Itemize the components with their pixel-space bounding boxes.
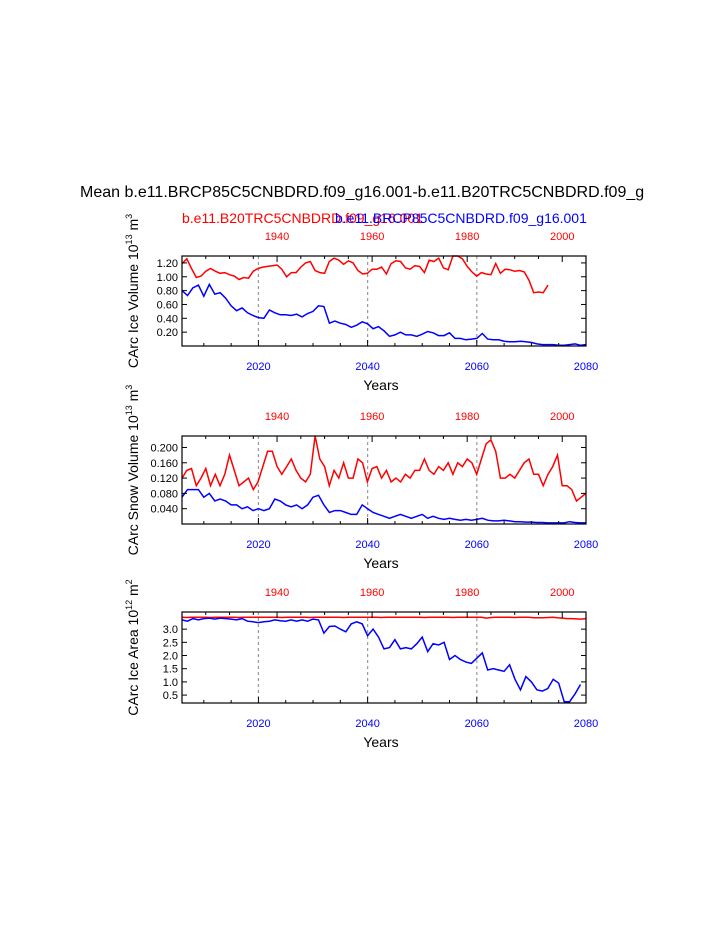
y-axis-title: CArc Ice Area 1012 m2: [124, 579, 141, 715]
y-tick-label: 0.160: [150, 458, 178, 470]
series-line-historical: [181, 616, 587, 620]
x-tick-label-bottom: 2060: [465, 361, 489, 373]
panel-1: 0.20 0.40 0.600.80 1.00 1.20 2020 2040 2060 2080…: [124, 214, 598, 393]
x-tick-label-bottom: 2040: [355, 361, 379, 373]
panel-2: 0.040 0.080 0.120 0.160 0.200 2020 2040 2060 208…: [124, 385, 598, 571]
y-axis-title: CArc Ice Volume 1013 m3: [124, 214, 141, 368]
y-tick-label: 0.200: [150, 442, 178, 454]
series-line-future: [181, 488, 586, 524]
x-tick-label-top: 1960: [360, 587, 384, 599]
y-axis-title-part: CArc Snow Volume 10: [125, 415, 141, 555]
panel-3: 0.51.01.52.0 2.53.0 2020 2040 2060 2080 1940 19…: [124, 579, 598, 750]
y-tick-label: 0.120: [150, 473, 178, 485]
y-axis-title-part: 13: [124, 405, 134, 415]
x-tick-label-top: 1940: [265, 411, 289, 423]
y-tick-label: 0.60: [157, 299, 178, 311]
x-tick-label-top: 1960: [360, 411, 384, 423]
series-line-future: [181, 282, 587, 347]
y-axis-title-part: CArc Ice Volume 10: [125, 244, 141, 368]
y-tick-label: 0.080: [150, 488, 178, 500]
y-tick-label: 2.5: [163, 637, 178, 649]
y-tick-label: 0.80: [157, 286, 178, 298]
x-tick-label-bottom: 2020: [246, 539, 270, 551]
x-tick-label-top: 2000: [550, 587, 574, 599]
plot-frame: [181, 255, 587, 347]
y-axis-title-part: 2: [124, 579, 134, 584]
x-axis-title: Years: [363, 377, 398, 393]
x-tick-label-bottom: 2020: [246, 361, 270, 373]
subtitle-historical: b.e11.B20TRC5CNBDRD.f09_g16.001: [182, 210, 423, 226]
y-axis-title: CArc Snow Volume 1013 m3: [124, 385, 141, 556]
y-tick-label: 0.20: [157, 327, 178, 339]
plot-frame: [181, 611, 587, 704]
x-tick-label-top: 1960: [360, 231, 384, 243]
x-axis-title: Years: [363, 555, 398, 571]
series-line-historical: [181, 255, 549, 294]
figure-title: Mean b.e11.BRCP85C5CNBDRD.f09_g16.001-b.…: [80, 184, 645, 201]
x-tick-label-top: 1980: [455, 231, 479, 243]
y-axis-title-part: m: [125, 390, 141, 406]
x-tick-label-bottom: 2040: [355, 718, 379, 730]
x-tick-label-bottom: 2060: [465, 718, 489, 730]
subtitle-future: b.e11.BRCP85C5CNBDRD.f09_g16.001: [335, 210, 587, 226]
y-axis-title-part: m: [125, 584, 141, 600]
x-tick-label-bottom: 2040: [355, 539, 379, 551]
x-tick-label-bottom: 2060: [465, 539, 489, 551]
y-axis-title-part: 3: [124, 385, 134, 390]
x-tick-label-bottom: 2020: [246, 718, 270, 730]
y-tick-label: 1.5: [163, 664, 178, 676]
series-line-future: [181, 617, 582, 703]
y-axis-title-part: 13: [124, 234, 134, 244]
series-line-historical: [181, 435, 587, 503]
x-tick-label-top: 2000: [550, 231, 574, 243]
y-tick-label: 1.0: [163, 677, 178, 689]
x-tick-label-top: 1980: [455, 411, 479, 423]
x-axis-title: Years: [363, 734, 398, 750]
y-tick-label: 0.40: [157, 313, 178, 325]
y-tick-label: 3.0: [163, 624, 178, 636]
y-tick-label: 1.20: [157, 258, 178, 270]
y-axis-title-part: m: [125, 219, 141, 235]
y-axis-title-part: 12: [124, 600, 134, 610]
y-tick-label: 0.040: [150, 504, 178, 516]
x-tick-label-top: 1940: [265, 587, 289, 599]
x-tick-label-bottom: 2080: [574, 539, 598, 551]
y-tick-label: 2.0: [163, 651, 178, 663]
x-tick-label-top: 1940: [265, 231, 289, 243]
x-tick-label-bottom: 2080: [574, 361, 598, 373]
y-tick-label: 1.00: [157, 272, 178, 284]
y-axis-title-part: CArc Ice Area 10: [125, 610, 141, 716]
x-tick-label-bottom: 2080: [574, 718, 598, 730]
y-tick-label: 0.5: [163, 690, 178, 702]
y-axis-title-part: 3: [124, 214, 134, 219]
x-tick-label-top: 1980: [455, 587, 479, 599]
plot-frame: [181, 435, 587, 525]
x-tick-label-top: 2000: [550, 411, 574, 423]
